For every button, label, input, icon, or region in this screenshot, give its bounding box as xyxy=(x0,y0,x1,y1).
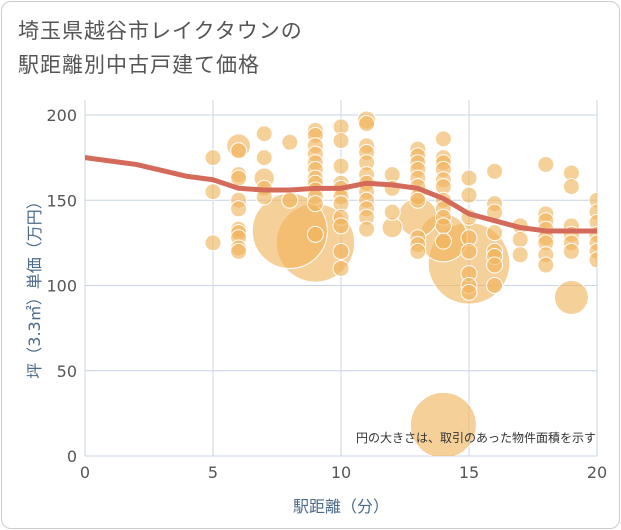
bubble-point xyxy=(204,149,222,167)
bubble-point xyxy=(553,279,589,315)
bubbles xyxy=(204,110,597,456)
trend-line xyxy=(85,155,597,234)
x-tick-label: 0 xyxy=(80,463,90,482)
bubble-point xyxy=(281,133,299,151)
bubble-point xyxy=(486,277,504,294)
bubble-point xyxy=(562,178,580,196)
bubble-point xyxy=(306,225,324,243)
bubble-point xyxy=(255,125,273,143)
bubble-point xyxy=(537,256,555,274)
bubble-point xyxy=(460,242,478,260)
bubble-point xyxy=(460,283,478,301)
grid xyxy=(84,100,598,457)
bubble-point xyxy=(332,157,350,175)
y-tick-label: 200 xyxy=(46,106,77,125)
bubble-point xyxy=(332,132,350,150)
bubble-point xyxy=(460,186,478,204)
bubble-point xyxy=(486,162,504,180)
bubble-point xyxy=(204,183,222,201)
bubble-point xyxy=(537,155,555,173)
bubble-point xyxy=(306,195,324,213)
y-tick-label: 100 xyxy=(46,277,77,296)
bubble-point xyxy=(486,224,504,242)
bubble-size-note: 円の大きさは、取引のあった物件面積を示す xyxy=(356,430,596,445)
bubble-point xyxy=(511,246,529,264)
y-axis-label: 坪（3.3㎡）単価（万円） xyxy=(25,193,44,378)
x-tick-label: 20 xyxy=(587,463,607,482)
y-tick-label: 50 xyxy=(57,362,77,381)
bubble-point xyxy=(409,191,427,209)
x-axis-label: 駅距離（分） xyxy=(293,497,389,516)
bubble-point xyxy=(358,220,376,238)
bubble-point xyxy=(255,149,273,167)
x-tick-label: 10 xyxy=(331,463,351,482)
y-tick-label: 0 xyxy=(67,447,77,466)
chart-title-line2: 駅距離別中古戸建て価格 xyxy=(18,53,260,77)
chart-title-line1: 埼玉県越谷市レイクタウンの xyxy=(18,19,303,43)
bubble-point xyxy=(486,256,504,274)
bubble-point xyxy=(230,242,248,260)
y-tick-label: 150 xyxy=(46,191,77,210)
bubble-point xyxy=(588,251,597,269)
bubble-point xyxy=(409,242,427,260)
bubble-point xyxy=(383,203,401,221)
bubble-point xyxy=(434,232,452,250)
bubble-point xyxy=(230,200,248,218)
x-tick-label: 5 xyxy=(208,463,218,482)
x-tick-label: 15 xyxy=(459,463,479,482)
bubble-point xyxy=(230,142,248,160)
bubble-point xyxy=(409,391,477,456)
bubble-point xyxy=(434,217,452,235)
bubble-point xyxy=(204,234,222,252)
bubble-point xyxy=(434,130,452,148)
bubble-point xyxy=(460,169,478,187)
bubble-point xyxy=(332,259,350,277)
bubble-point xyxy=(230,169,248,187)
bubble-point xyxy=(562,242,580,260)
bubble-point xyxy=(332,242,350,260)
bubble-point xyxy=(332,217,350,235)
bubble-point xyxy=(511,230,529,248)
trend-line-group xyxy=(85,155,597,234)
bubble-point xyxy=(358,115,376,133)
bubble-point xyxy=(281,191,299,209)
chart-title: 埼玉県越谷市レイクタウンの 駅距離別中古戸建て価格 xyxy=(18,14,303,82)
